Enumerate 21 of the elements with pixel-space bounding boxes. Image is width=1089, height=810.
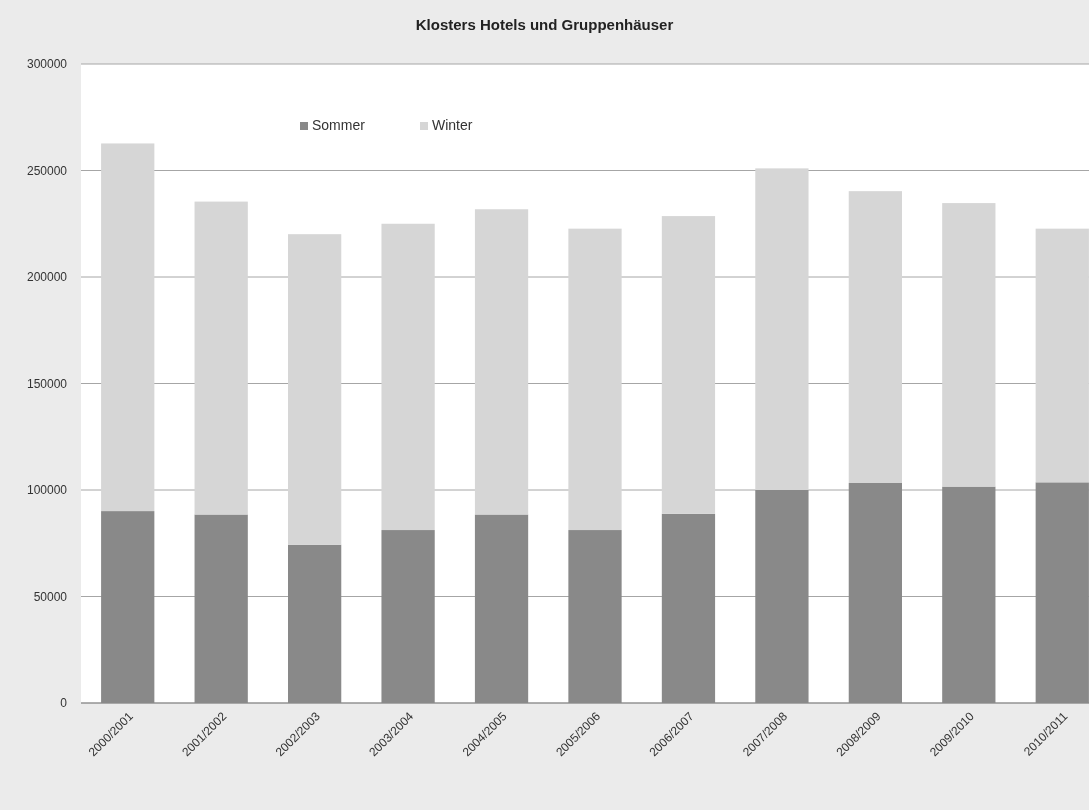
bar	[848, 191, 902, 483]
y-tick-label: 100000	[26, 483, 68, 497]
legend-label: Winter	[432, 117, 473, 133]
y-tick-label: 0	[60, 696, 68, 710]
y-tick-label: 50000	[33, 589, 68, 604]
bar	[101, 143, 155, 512]
legend-label: Sommer	[312, 117, 366, 133]
bar	[1035, 228, 1089, 483]
y-tick-label: 150000	[26, 376, 68, 391]
y-tick-label: 200000	[26, 270, 68, 284]
bar	[568, 228, 622, 531]
bar	[288, 234, 342, 545]
bar	[942, 203, 996, 487]
y-tick-label: 250000	[26, 163, 68, 178]
bar	[194, 201, 248, 515]
bar	[755, 168, 809, 490]
y-tick-label: 300000	[26, 57, 68, 71]
bar	[474, 209, 529, 515]
bar	[381, 223, 435, 531]
chart-title: Klosters Hotels und Gruppenhäuser	[415, 16, 674, 33]
bar	[661, 216, 716, 514]
